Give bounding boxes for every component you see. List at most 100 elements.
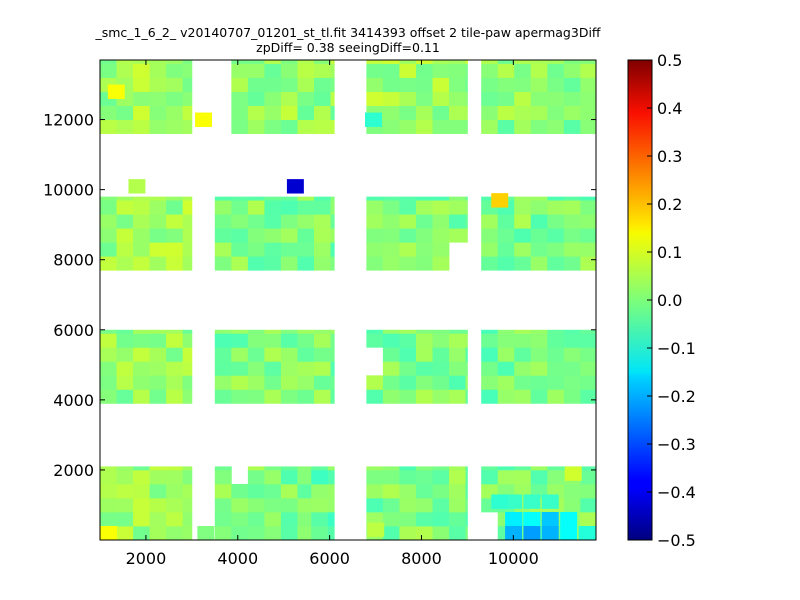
heatmap-cell bbox=[330, 242, 335, 257]
heatmap-cell bbox=[382, 200, 400, 215]
heatmap-cell bbox=[231, 60, 249, 64]
heatmap-cell bbox=[449, 347, 466, 362]
heatmap-cell bbox=[547, 242, 565, 257]
heatmap-cell bbox=[399, 469, 417, 485]
heatmap-cell bbox=[382, 228, 400, 243]
heatmap-cell bbox=[415, 214, 433, 229]
heatmap-cell-highlight bbox=[100, 525, 117, 540]
heatmap-cell bbox=[314, 389, 331, 404]
heatmap-cell bbox=[449, 329, 466, 334]
heatmap-cell bbox=[481, 228, 499, 243]
heatmap-cell bbox=[264, 228, 282, 243]
heatmap-cell bbox=[182, 333, 193, 348]
heatmap-cell bbox=[100, 511, 117, 527]
heatmap-cell bbox=[465, 105, 468, 120]
heatmap-cell bbox=[514, 389, 532, 404]
heatmap-cell bbox=[481, 242, 499, 257]
heatmap-cell bbox=[133, 497, 150, 513]
heatmap-cell bbox=[280, 469, 298, 485]
heatmap-cell bbox=[497, 469, 515, 485]
heatmap-cell bbox=[432, 242, 450, 257]
heatmap-cell bbox=[264, 347, 282, 362]
heatmap-cell bbox=[116, 333, 134, 348]
heatmap-cell bbox=[399, 119, 417, 134]
heatmap-cell bbox=[382, 389, 400, 404]
heatmap-cell bbox=[264, 91, 282, 106]
heatmap-cell bbox=[415, 196, 433, 201]
heatmap-cell bbox=[530, 329, 548, 334]
heatmap-cell bbox=[231, 333, 249, 348]
heatmap-cell-highlight bbox=[197, 525, 215, 540]
heatmap-cell bbox=[432, 63, 450, 78]
heatmap-cell bbox=[415, 242, 433, 257]
heatmap-cell bbox=[133, 105, 150, 120]
heatmap-cell bbox=[149, 466, 167, 471]
heatmap-cell bbox=[330, 389, 335, 404]
heatmap-cell bbox=[133, 77, 150, 92]
y-tick-label: 2000 bbox=[53, 461, 94, 480]
heatmap-cell bbox=[314, 333, 331, 348]
heatmap-cell-highlight bbox=[523, 494, 541, 509]
heatmap-cell bbox=[297, 119, 315, 134]
heatmap-cell bbox=[214, 361, 232, 376]
heatmap-cell bbox=[182, 105, 193, 120]
heatmap-cell bbox=[366, 91, 384, 106]
heatmap-cell bbox=[149, 375, 167, 390]
heatmap-cell bbox=[247, 483, 265, 499]
heatmap-cell bbox=[214, 333, 232, 348]
heatmap-cell bbox=[247, 256, 265, 271]
heatmap-cell bbox=[514, 77, 532, 92]
heatmap-cell bbox=[465, 196, 468, 201]
heatmap-cell bbox=[297, 228, 315, 243]
heatmap-cell bbox=[563, 256, 581, 271]
heatmap-cell-highlight bbox=[286, 179, 304, 194]
heatmap-cell bbox=[166, 525, 184, 540]
heatmap-cell bbox=[231, 483, 249, 499]
heatmap-cell bbox=[563, 214, 581, 229]
heatmap-cell bbox=[547, 91, 565, 106]
heatmap-cell bbox=[530, 77, 548, 92]
heatmap-cell bbox=[399, 91, 417, 106]
heatmap-cell bbox=[231, 329, 249, 334]
heatmap-cell bbox=[497, 333, 515, 348]
heatmap-cell bbox=[580, 242, 596, 257]
heatmap-cell bbox=[530, 347, 548, 362]
heatmap-cell bbox=[465, 77, 468, 92]
heatmap-cell bbox=[133, 333, 150, 348]
heatmap-cell bbox=[149, 256, 167, 271]
heatmap-cell bbox=[449, 466, 466, 471]
heatmap-cell bbox=[481, 214, 499, 229]
heatmap-cell bbox=[432, 228, 450, 243]
heatmap-cell bbox=[399, 77, 417, 92]
heatmap-cell bbox=[214, 347, 232, 362]
heatmap-cell bbox=[100, 228, 117, 243]
heatmap-cell bbox=[247, 497, 265, 513]
heatmap-cell bbox=[311, 497, 329, 513]
heatmap-cell bbox=[214, 375, 232, 390]
heatmap-cell bbox=[116, 256, 134, 271]
heatmap-cell-highlight bbox=[505, 494, 522, 509]
heatmap-cell bbox=[465, 200, 468, 215]
heatmap-cell bbox=[231, 105, 249, 120]
heatmap-cell-highlight bbox=[367, 522, 385, 537]
y-tick-label: 10000 bbox=[43, 181, 94, 200]
heatmap-cell bbox=[415, 91, 433, 106]
y-axis: 2000 4000 6000 8000 10000 12000 bbox=[43, 111, 596, 480]
heatmap-cell bbox=[280, 214, 298, 229]
heatmap-cell bbox=[497, 214, 515, 229]
colorbar-tick-label: −0.5 bbox=[657, 531, 696, 550]
heatmap-cell bbox=[330, 228, 335, 243]
heatmap-cell bbox=[166, 361, 184, 376]
heatmap-cell bbox=[100, 200, 117, 215]
heatmap-cell bbox=[116, 511, 134, 527]
heatmap-cell bbox=[563, 228, 581, 243]
heatmap-cell bbox=[580, 333, 596, 348]
heatmap-cell bbox=[264, 256, 282, 271]
heatmap-cell bbox=[382, 469, 400, 485]
heatmap-cell bbox=[382, 256, 400, 271]
heatmap-cell bbox=[149, 333, 167, 348]
heatmap-cell bbox=[449, 60, 466, 64]
heatmap-cell bbox=[465, 375, 468, 390]
heatmap-cell bbox=[465, 119, 468, 134]
colorbar-tick-label: −0.2 bbox=[657, 387, 696, 406]
